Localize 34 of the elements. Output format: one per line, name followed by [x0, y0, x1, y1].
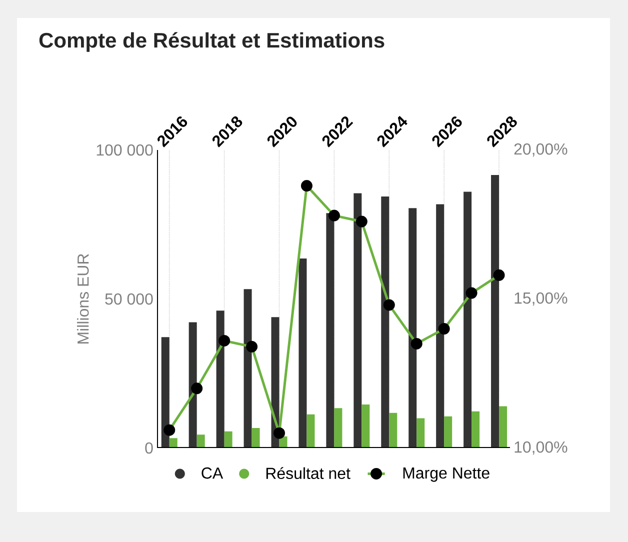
chart-title: Compte de Résultat et Estimations [39, 32, 384, 52]
bar [188, 322, 197, 448]
y-tick-label: 0 [145, 442, 153, 454]
legend-label: Marge Nette [403, 467, 490, 482]
bar [196, 434, 205, 448]
bar [436, 204, 444, 448]
bar [306, 414, 315, 448]
bar [472, 411, 480, 448]
bar [444, 416, 452, 448]
bar [491, 175, 500, 448]
bar [216, 310, 224, 448]
y2-tick-label: 15,00% [514, 292, 568, 306]
bar [244, 289, 252, 448]
bar [298, 258, 307, 448]
y2-tick-label: 10,00% [514, 441, 568, 455]
bar [499, 406, 508, 448]
bar [381, 196, 390, 448]
bar [464, 192, 472, 448]
bar [354, 193, 362, 448]
legend-label: CA [202, 467, 224, 479]
y-tick-label: 100 000 [96, 144, 153, 156]
y-tick-label: 50 000 [105, 293, 153, 305]
bar [326, 213, 334, 448]
bar [416, 418, 425, 448]
bar [334, 408, 342, 448]
bar [169, 438, 178, 448]
bar [252, 428, 260, 448]
y-axis-title: Millions EUR [77, 254, 89, 344]
bar [161, 337, 170, 448]
bar [224, 431, 232, 448]
bar [389, 412, 398, 448]
bar [408, 208, 417, 448]
bar [362, 404, 370, 448]
legend-label: Résultat net [266, 467, 350, 480]
